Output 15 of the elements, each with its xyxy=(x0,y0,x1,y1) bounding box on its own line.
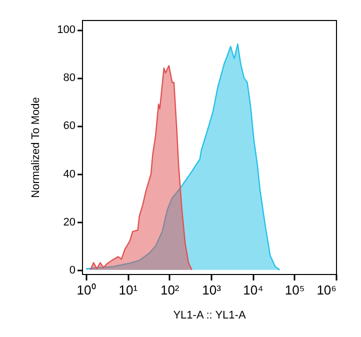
x-tick-label: 10⁵ xyxy=(284,282,305,298)
y-tick-label: 60 xyxy=(63,120,76,132)
y-axis-title: Normalized To Mode xyxy=(30,97,42,198)
x-tick-label: 10⁴ xyxy=(243,282,264,298)
y-tick-label: 20 xyxy=(63,216,76,228)
x-tick-label: 10⁰ xyxy=(76,282,96,298)
x-tick-label: 10¹ xyxy=(118,282,138,298)
y-tick-label: 40 xyxy=(63,168,76,180)
x-tick-label: 10² xyxy=(160,282,180,298)
y-tick-label: 0 xyxy=(69,264,76,276)
y-tick-label: 100 xyxy=(57,24,76,36)
x-tick-label: 10³ xyxy=(202,282,222,298)
x-axis-title: YL1-A :: YL1-A xyxy=(173,310,246,322)
x-tick-label: 10⁶ xyxy=(316,282,336,298)
y-tick-label: 80 xyxy=(63,72,76,84)
